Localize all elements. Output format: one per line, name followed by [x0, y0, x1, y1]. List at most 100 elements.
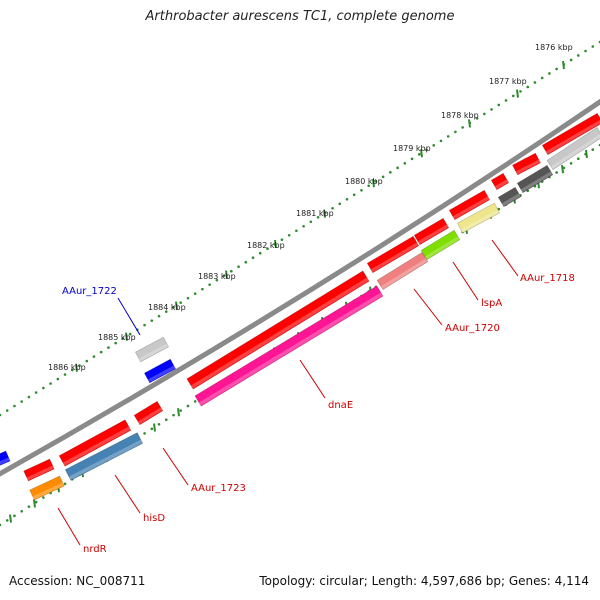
gene-layer[interactable]	[0, 112, 600, 501]
gene-bot-4-shape[interactable]	[456, 202, 501, 234]
tick-dot	[497, 103, 501, 107]
tick-dot	[157, 422, 161, 426]
gene-bot-6-shape[interactable]	[376, 251, 429, 291]
gene-label-nrdr[interactable]: nrdR	[83, 544, 107, 555]
gene-top-9-shape[interactable]	[58, 419, 132, 467]
callout-layer: AAur_1718 lspA AAur_1720 dnaE AAur_1722 AAur_…	[57, 239, 575, 555]
genome-backbone	[0, 98, 600, 477]
tick-dot	[555, 171, 558, 174]
gene-top-7-shape[interactable]	[186, 270, 370, 390]
gene-top-8-highlight	[137, 407, 163, 425]
tick-dot	[34, 500, 38, 504]
tick-dot	[143, 432, 146, 435]
gene-top-2[interactable]	[512, 152, 541, 176]
gene-ck-2[interactable]	[143, 358, 177, 384]
gene-label-aaur-1723[interactable]: AAur_1723	[191, 483, 246, 494]
callout-line	[57, 507, 81, 546]
gene-ck-1[interactable]	[134, 336, 170, 363]
gene-top-5[interactable]	[413, 217, 450, 246]
tick-dot	[85, 359, 89, 363]
gene-label-hisd[interactable]: hisD	[143, 513, 165, 524]
major-tick	[323, 209, 326, 218]
gene-bot-2-shape[interactable]	[516, 164, 554, 194]
gene-bot-5[interactable]	[420, 229, 461, 261]
gene-top-8[interactable]	[133, 400, 164, 426]
gene-bot-3-shape[interactable]	[497, 186, 522, 208]
gene-ck-2-shape[interactable]	[143, 358, 177, 384]
gene-top-11[interactable]	[0, 450, 11, 467]
gene-top-3[interactable]	[490, 172, 510, 191]
gene-label-dnae[interactable]: dnaE	[328, 400, 353, 411]
gene-bot-5-shape[interactable]	[420, 229, 461, 261]
gene-bot-9[interactable]	[29, 475, 65, 501]
tick-dot	[186, 296, 190, 300]
gene-ck-1-shape[interactable]	[134, 336, 170, 363]
tick-dot	[396, 166, 399, 170]
inner-tick	[561, 164, 564, 174]
gene-label-lspa[interactable]: lspA	[481, 298, 502, 309]
major-tick	[175, 301, 178, 310]
gene-top-4[interactable]	[448, 189, 491, 221]
inner-tick	[33, 499, 36, 508]
tick-dot	[20, 509, 23, 513]
gene-top-1[interactable]	[541, 112, 600, 156]
gene-bot-2-highlight	[520, 171, 553, 193]
gene-label-aaur-1722[interactable]: AAur_1722	[62, 286, 117, 297]
major-tick	[468, 119, 471, 128]
gene-top-5-shape[interactable]	[413, 217, 450, 246]
tick-dot	[179, 409, 183, 412]
gene-bot-4-highlight	[460, 209, 500, 233]
scale-label-layer: 1876 kbp 1877 kbp 1878 kbp 1879 kbp 1880 kbp…	[48, 43, 573, 372]
gene-top-7[interactable]	[186, 270, 370, 390]
tick-dot	[316, 215, 320, 219]
gene-bot-1-shape[interactable]	[546, 126, 600, 171]
callout-line	[117, 297, 141, 336]
gene-bot-2[interactable]	[516, 164, 554, 194]
tick-dot-track	[0, 40, 600, 527]
tick-dot	[208, 283, 211, 286]
tick-dot	[497, 207, 501, 211]
gene-top-1-shape[interactable]	[541, 112, 600, 156]
gene-bot-7-shape[interactable]	[194, 285, 384, 407]
major-tick	[225, 270, 228, 279]
gene-top-6[interactable]	[366, 235, 420, 274]
gene-top-10[interactable]	[23, 458, 55, 482]
gene-bot-5-highlight	[424, 236, 460, 260]
gene-bot-3[interactable]	[497, 186, 522, 208]
gene-bot-7[interactable]	[194, 285, 384, 407]
scale-label: 1886 kbp	[48, 363, 86, 372]
gene-top-5-highlight	[417, 224, 449, 245]
tick-dot	[121, 337, 125, 340]
tick-dot	[591, 148, 595, 151]
gene-top-8-shape[interactable]	[133, 400, 164, 426]
tick-dot	[309, 220, 313, 224]
gene-bot-9-highlight	[32, 482, 65, 500]
inner-tick	[9, 514, 12, 523]
tick-dot	[302, 224, 305, 228]
tick-dot	[215, 278, 219, 282]
tick-dot	[374, 180, 378, 183]
major-tick	[562, 60, 565, 70]
gene-bot-8[interactable]	[64, 432, 144, 481]
gene-top-2-shape[interactable]	[512, 152, 541, 176]
gene-bot-9-shape[interactable]	[29, 475, 65, 501]
gene-top-6-shape[interactable]	[366, 235, 420, 274]
gene-bot-8-shape[interactable]	[64, 432, 144, 481]
gene-top-4-shape[interactable]	[448, 189, 491, 221]
scale-label: 1882 kbp	[247, 241, 285, 250]
gene-bot-6[interactable]	[376, 251, 429, 291]
callout-line	[413, 288, 443, 326]
gene-top-10-shape[interactable]	[23, 458, 55, 482]
gene-top-3-shape[interactable]	[490, 172, 510, 191]
tick-dot	[461, 126, 464, 129]
gene-ck-1-highlight	[138, 343, 169, 362]
gene-bot-4[interactable]	[456, 202, 501, 234]
major-tick	[420, 149, 423, 158]
tick-dot	[63, 482, 67, 486]
gene-top-9[interactable]	[58, 419, 132, 467]
gene-label-aaur-1720[interactable]: AAur_1720	[445, 323, 500, 334]
gene-top-11-shape[interactable]	[0, 450, 11, 467]
gene-bot-1[interactable]	[546, 126, 600, 171]
gene-label-aaur-1718[interactable]: AAur_1718	[520, 273, 575, 284]
